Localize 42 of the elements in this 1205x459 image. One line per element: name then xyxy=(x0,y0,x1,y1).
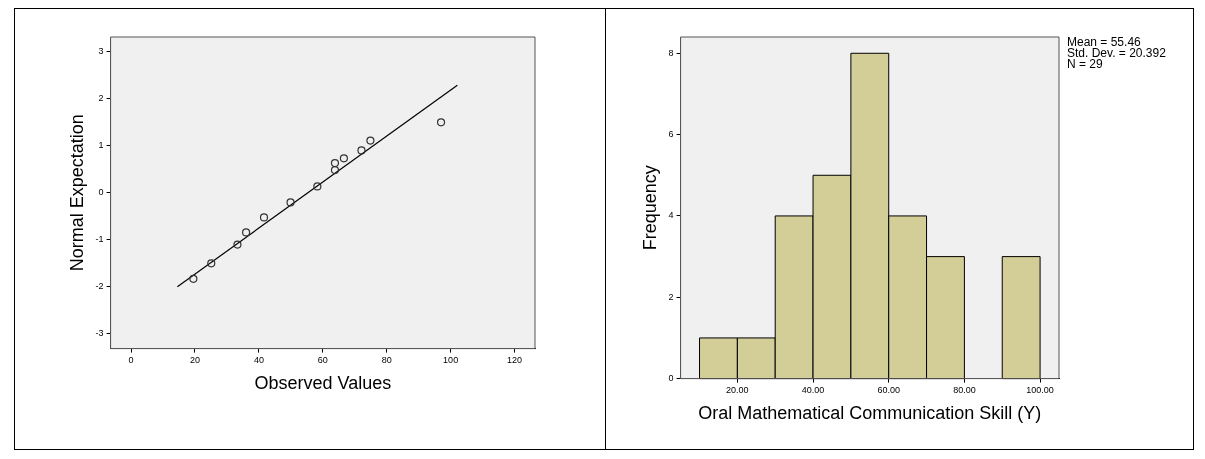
x-tick-label: 40 xyxy=(253,355,264,366)
point xyxy=(357,146,366,155)
point xyxy=(330,165,340,175)
y-tick-label: 4 xyxy=(668,210,674,221)
point xyxy=(313,182,322,191)
x-tick-label: 20 xyxy=(189,355,200,366)
x-tick-label: 0 xyxy=(128,355,134,366)
x-tick-label: 60.00 xyxy=(877,385,900,396)
y-tick-label: -3 xyxy=(95,327,104,338)
y-tick-label: 6 xyxy=(668,129,674,140)
point xyxy=(189,274,198,283)
y-tick-label: 8 xyxy=(668,47,674,58)
x-axis-title: Oral Mathematical Communication Skill (Y) xyxy=(698,403,1042,424)
y-axis-title: Normal Expectation xyxy=(66,114,87,272)
point xyxy=(242,228,251,237)
point xyxy=(259,213,269,222)
y-tick-label: -1 xyxy=(95,233,104,244)
y-tick-label: 2 xyxy=(668,291,674,302)
y-axis-title: Frequency xyxy=(639,165,660,251)
y-tick-label: 3 xyxy=(98,46,104,57)
x-tick-label: 120 xyxy=(507,355,523,366)
y-tick-label: -2 xyxy=(95,280,104,291)
y-tick-label: 0 xyxy=(668,373,674,384)
y-tick-label: 0 xyxy=(98,187,104,198)
point xyxy=(330,158,340,168)
x-tick-label: 80 xyxy=(381,355,392,366)
x-axis-title: Observed Values xyxy=(254,373,392,394)
x-tick-label: 40.00 xyxy=(801,385,825,396)
point xyxy=(366,136,375,145)
x-tick-label: 20.00 xyxy=(726,385,749,396)
point xyxy=(207,259,216,268)
point xyxy=(233,240,242,249)
text: N = 29 xyxy=(1067,57,1104,72)
y-tick-label: 2 xyxy=(98,93,104,104)
point xyxy=(286,198,295,207)
y-tick-label: 1 xyxy=(98,140,104,151)
point xyxy=(436,118,446,127)
point xyxy=(339,154,348,163)
x-tick-label: 100.00 xyxy=(1026,385,1054,396)
x-tick-label: 100 xyxy=(443,355,459,366)
x-tick-label: 60 xyxy=(317,355,328,366)
x-tick-label: 80.00 xyxy=(953,385,976,396)
